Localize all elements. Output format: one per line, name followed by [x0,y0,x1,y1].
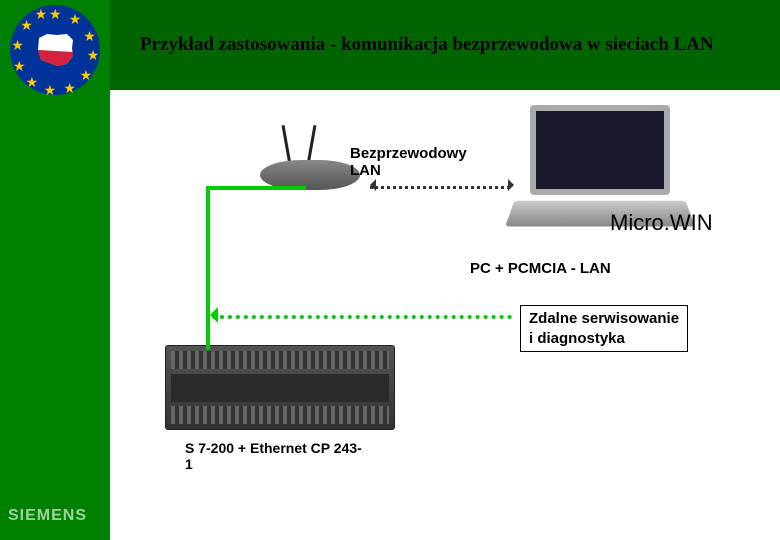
plc-label: S 7-200 + Ethernet CP 243-1 [185,440,365,472]
arrow-left-icon [364,179,376,191]
star-icon: ★ [87,49,99,61]
arrow-left-icon [202,307,218,323]
microwin-label: Micro.WIN [610,210,713,236]
star-icon: ★ [83,30,95,42]
star-icon: ★ [35,8,47,20]
star-icon: ★ [63,82,75,94]
star-icon: ★ [69,13,81,25]
arrow-right-icon [508,179,520,191]
diagram-canvas: Bezprzewodowy LAN Micro.WIN PC + PCMCIA … [110,90,780,540]
remote-title: Zdalne serwisowanie [529,309,679,329]
wlan-label: Bezprzewodowy LAN [350,145,467,179]
star-icon: ★ [80,69,92,81]
star-icon: ★ [13,60,25,72]
star-icon: ★ [20,19,32,31]
pcmcia-label: PC + PCMCIA - LAN [470,260,611,277]
remote-subtitle: i diagnostyka [529,329,679,349]
plc-device-icon [165,345,395,430]
ethernet-line [206,190,210,350]
sidebar: ★ ★ ★ ★ ★ ★ ★ ★ ★ ★ ★ ★ SIEMENS [0,0,110,540]
star-icon: ★ [11,39,23,51]
remote-service-box: Zdalne serwisowanie i diagnostyka [520,305,688,352]
eu-poland-logo: ★ ★ ★ ★ ★ ★ ★ ★ ★ ★ ★ ★ [10,5,100,95]
star-icon: ★ [26,76,38,88]
wireless-link [370,186,510,189]
poland-map-icon [35,32,75,68]
remote-link [212,315,512,319]
star-icon: ★ [44,84,56,96]
page-title: Przykład zastosowania - komunikacja bezp… [140,34,714,56]
ethernet-line [206,186,306,190]
header-bar: Przykład zastosowania - komunikacja bezp… [110,0,780,90]
star-icon: ★ [49,8,61,20]
brand-label: SIEMENS [8,507,87,525]
